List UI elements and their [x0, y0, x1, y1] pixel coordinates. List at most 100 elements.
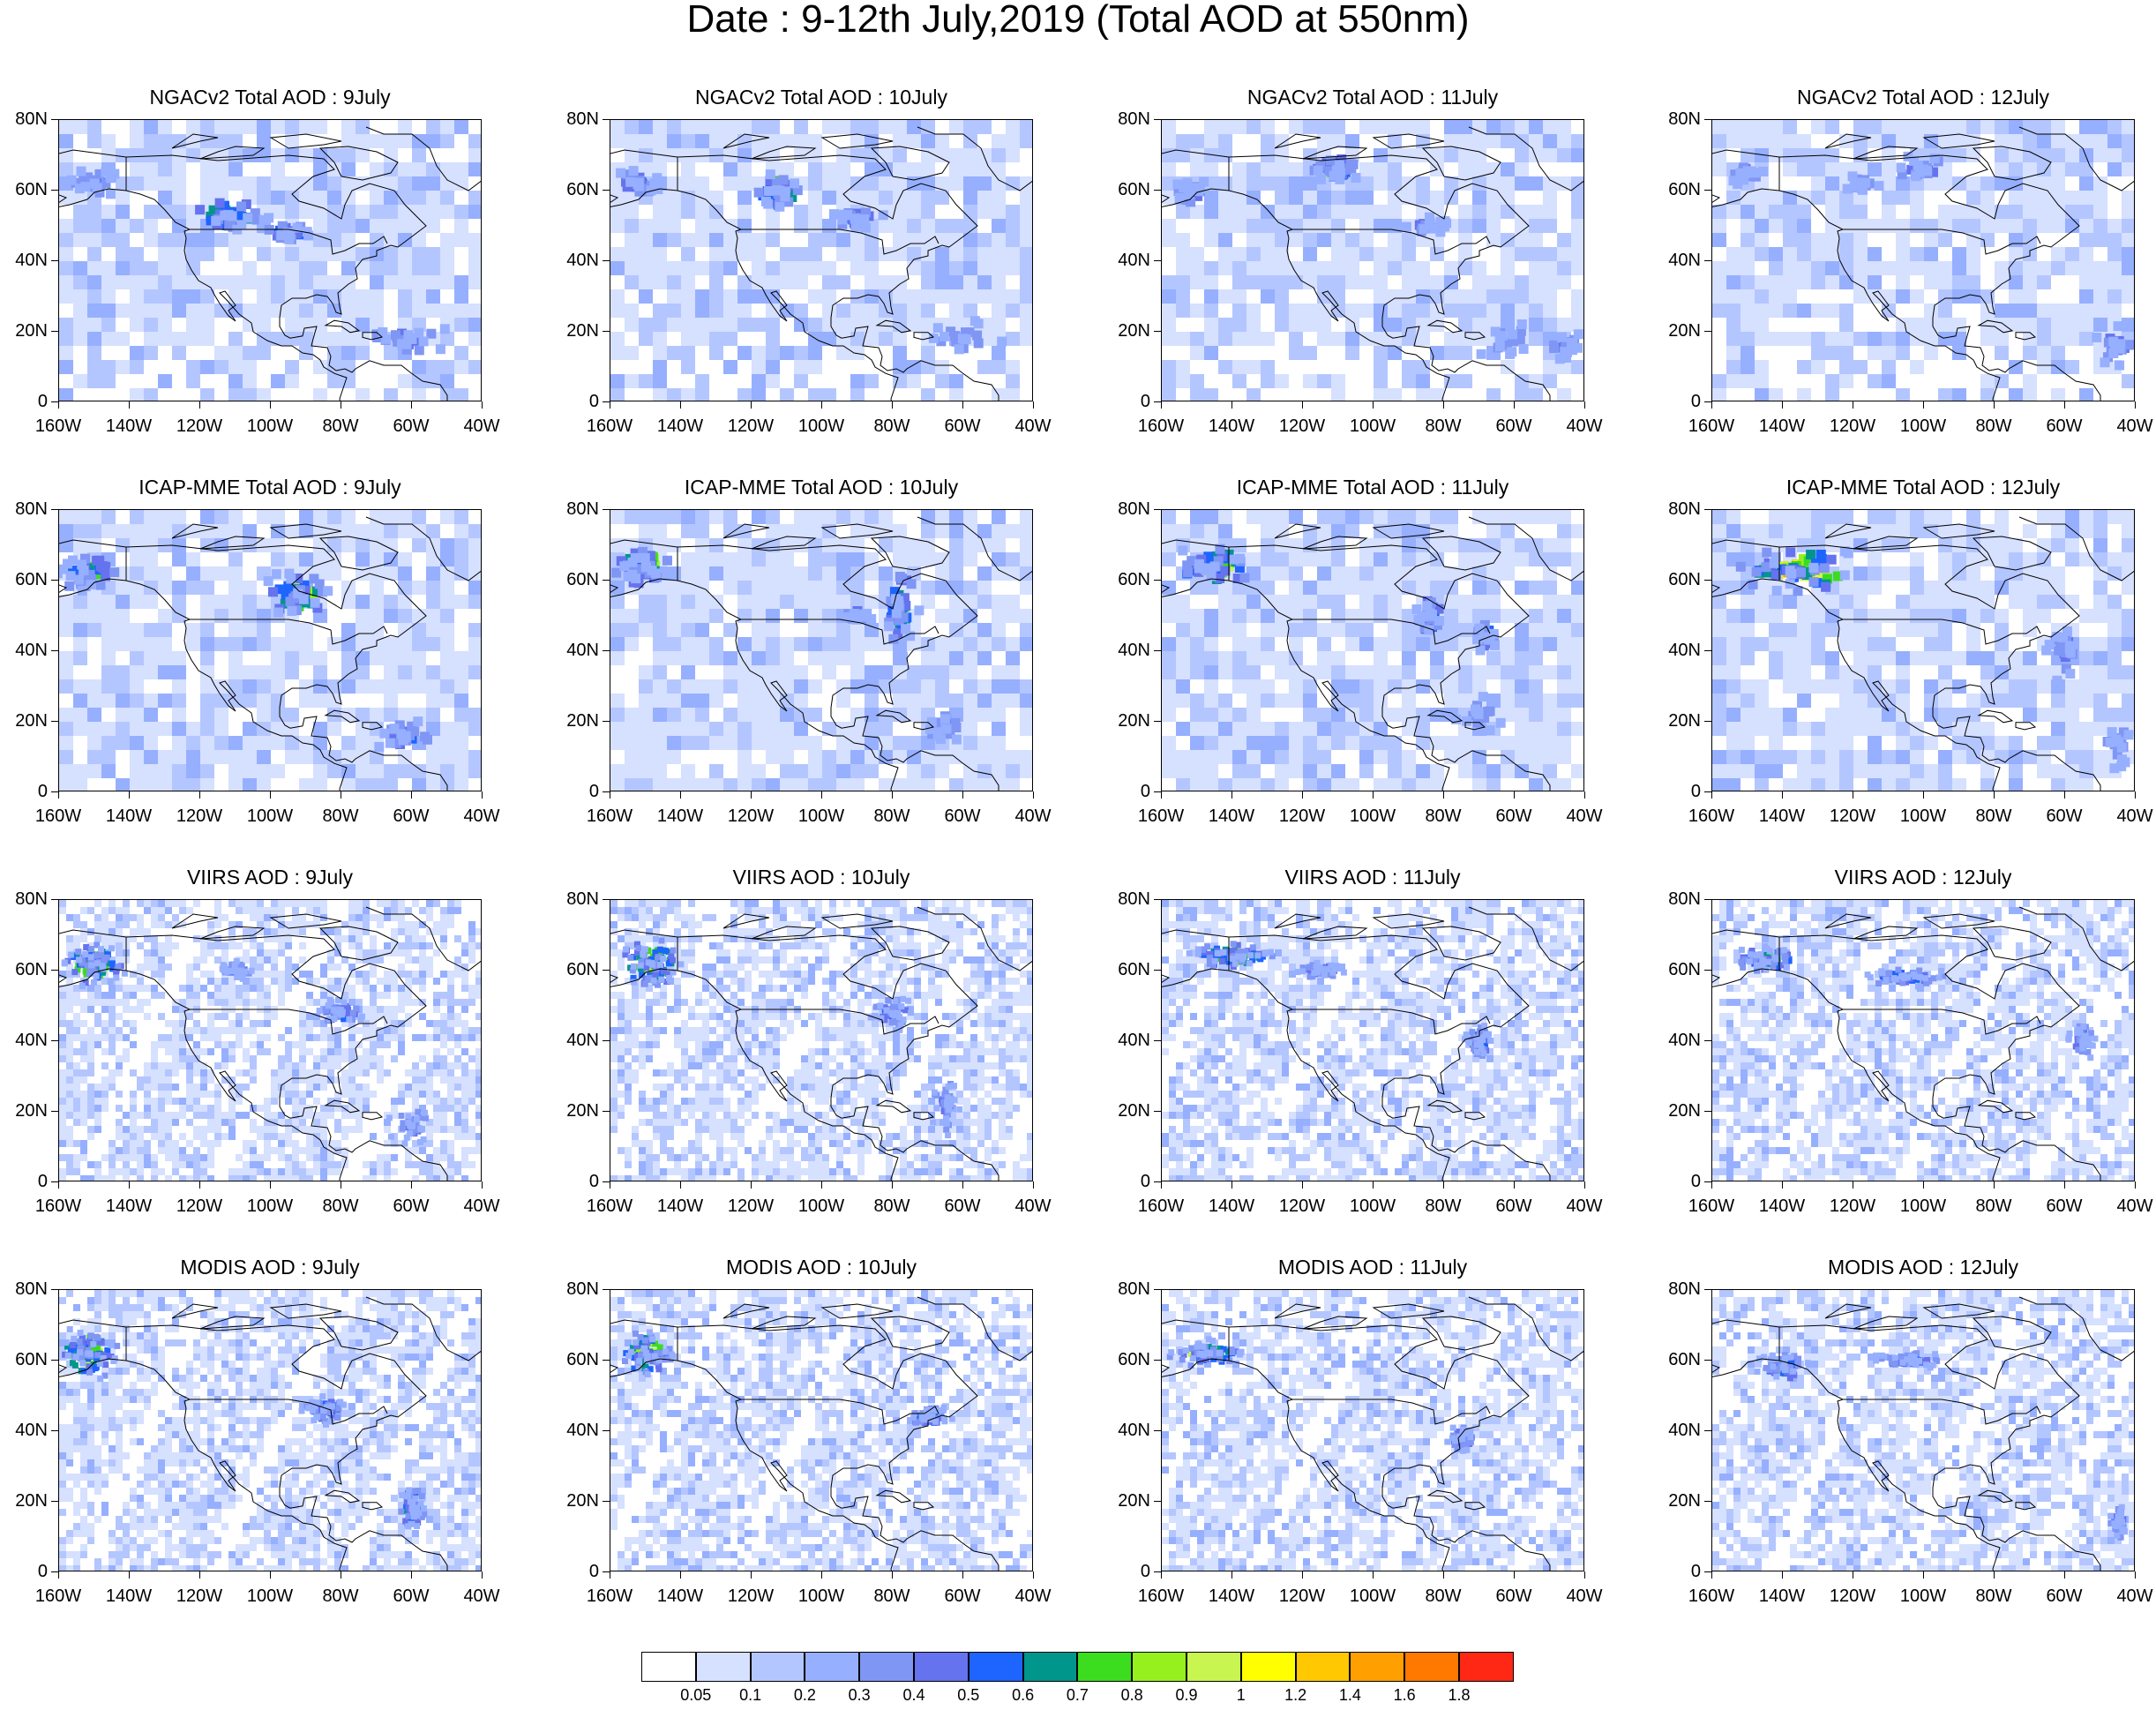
x-tick [2064, 791, 2065, 799]
colorbar-label: 0.3 [833, 1687, 886, 1703]
x-tick-label: 100W [786, 1197, 857, 1215]
x-tick [1782, 401, 1783, 409]
y-tick-label: 60N [553, 1351, 599, 1369]
y-tick-label: 60N [553, 181, 599, 199]
map-plot-area [58, 119, 482, 401]
y-tick [603, 190, 610, 191]
x-tick-label: 60W [376, 1587, 446, 1605]
y-tick-label: 20N [1104, 322, 1150, 340]
x-tick-label: 80W [1408, 1197, 1479, 1215]
y-tick-label: 80N [2, 500, 48, 518]
x-tick-label: 60W [927, 1587, 998, 1605]
map-panel: VIIRS AOD : 12July 80N 60N 40N 20N 0 160W 140W 1… [1668, 866, 2152, 1215]
colorbar-label: 1.4 [1323, 1687, 1376, 1703]
map-plot-area [1161, 1289, 1584, 1571]
y-tick [1704, 260, 1711, 261]
y-tick-label: 20N [2, 712, 48, 730]
panel-title: MODIS AOD : 10July [610, 1256, 1033, 1279]
y-tick [51, 899, 58, 900]
x-tick-label: 60W [1479, 1587, 1549, 1605]
panel-title: NGACv2 Total AOD : 11July [1161, 86, 1584, 109]
x-tick-label: 160W [1126, 807, 1196, 825]
x-tick-label: 60W [376, 417, 446, 435]
map-plot-area [58, 509, 482, 791]
y-tick-label: 80N [1104, 1280, 1150, 1298]
y-tick [51, 1571, 58, 1572]
map-plot-area [1711, 509, 2135, 791]
y-tick-label: 20N [1655, 1492, 1701, 1510]
x-tick-label: 120W [1817, 1587, 1888, 1605]
y-tick-label: 0 [2, 393, 48, 410]
x-tick-label: 100W [1888, 807, 1958, 825]
y-tick-label: 80N [2, 890, 48, 908]
y-tick [51, 970, 58, 971]
x-tick [892, 1181, 893, 1189]
y-tick-label: 20N [1104, 712, 1150, 730]
y-tick [1704, 580, 1711, 581]
x-tick [1514, 791, 1515, 799]
x-tick [58, 1571, 59, 1579]
aod-field [1712, 510, 2134, 791]
x-tick-label: 120W [1267, 807, 1337, 825]
x-tick [482, 1181, 483, 1189]
panel-title: MODIS AOD : 12July [1711, 1256, 2135, 1279]
y-tick-label: 20N [1655, 322, 1701, 340]
x-tick-label: 60W [2029, 807, 2100, 825]
y-tick-label: 20N [1655, 1102, 1701, 1120]
x-tick [1161, 401, 1162, 409]
colorbar-label: 0.5 [942, 1687, 995, 1703]
x-tick [1923, 791, 1924, 799]
aod-field [59, 120, 481, 401]
x-tick [1994, 401, 1995, 409]
colorbar-label: 0.05 [670, 1687, 722, 1703]
y-tick [1154, 509, 1161, 510]
x-tick-label: 160W [574, 1587, 645, 1605]
x-tick [1231, 1571, 1232, 1579]
y-tick-label: 20N [553, 1492, 599, 1510]
colorbar-label: 0.4 [887, 1687, 940, 1703]
x-tick [680, 401, 681, 409]
x-tick-label: 40W [2100, 1587, 2156, 1605]
y-tick [1154, 1289, 1161, 1290]
y-tick-label: 40N [553, 1031, 599, 1049]
coastline [59, 126, 481, 401]
x-tick [821, 401, 822, 409]
y-tick-label: 40N [1104, 1421, 1150, 1439]
map-plot-area [1711, 119, 2135, 401]
y-tick [1704, 1289, 1711, 1290]
y-tick-label: 40N [2, 641, 48, 659]
map-panel: VIIRS AOD : 11July 80N 60N 40N 20N 0 160W 140W 1… [1118, 866, 1602, 1215]
x-tick-label: 100W [1888, 417, 1958, 435]
x-tick-label: 40W [446, 807, 517, 825]
colorbar-swatch [641, 1652, 696, 1682]
aod-field [59, 900, 481, 1181]
x-tick-label: 80W [305, 807, 376, 825]
aod-field [1162, 510, 1583, 791]
y-tick-label: 0 [2, 1173, 48, 1190]
x-tick [1782, 791, 1783, 799]
x-tick [1231, 401, 1232, 409]
coastline [59, 906, 481, 1181]
map-panel: ICAP-MME Total AOD : 9July 80N 60N 40N 20N 0 1… [15, 476, 499, 825]
y-tick [1704, 509, 1711, 510]
x-tick [1302, 401, 1303, 409]
x-tick-label: 140W [645, 807, 715, 825]
x-tick-label: 80W [857, 1197, 927, 1215]
x-tick [1231, 791, 1232, 799]
x-tick-label: 160W [23, 1197, 94, 1215]
x-tick [270, 1571, 271, 1579]
coastline [1162, 126, 1583, 401]
y-tick-label: 40N [553, 641, 599, 659]
x-tick-label: 140W [645, 1197, 715, 1215]
colorbar-swatch [1132, 1652, 1187, 1682]
y-tick [1704, 791, 1711, 792]
y-tick-label: 80N [1104, 500, 1150, 518]
x-tick-label: 160W [23, 1587, 94, 1605]
map-plot-area [58, 899, 482, 1181]
aod-field [1712, 900, 2134, 1181]
x-tick [1994, 1571, 1995, 1579]
x-tick [962, 401, 963, 409]
y-tick-label: 40N [2, 251, 48, 269]
y-tick [1154, 401, 1161, 402]
x-tick [680, 1571, 681, 1579]
